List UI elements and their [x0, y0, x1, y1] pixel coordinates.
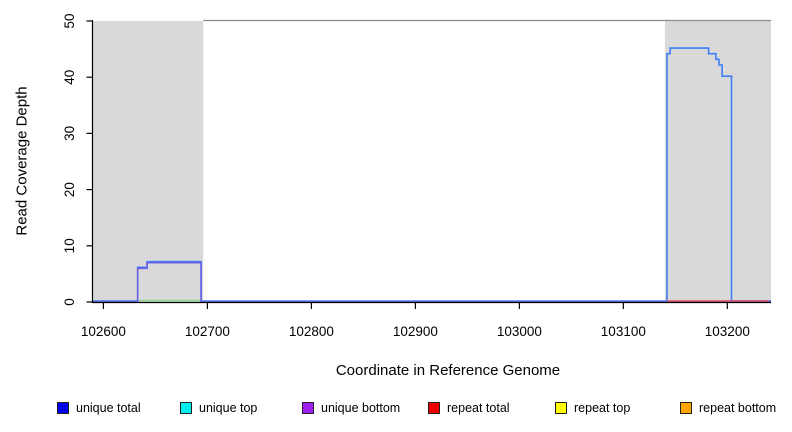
- legend-label: repeat top: [574, 401, 631, 415]
- legend-label: repeat total: [447, 401, 510, 415]
- y-tick-label: 30: [62, 126, 77, 141]
- legend-swatch-unique-top: [180, 402, 192, 414]
- y-tick-label: 10: [62, 238, 77, 253]
- legend-label: unique top: [199, 401, 258, 415]
- legend-item-repeat-total: repeat total: [428, 398, 510, 418]
- y-tick-label: 40: [62, 70, 77, 85]
- y-tick-label: 0: [62, 298, 77, 306]
- x-axis-title-text: Coordinate in Reference Genome: [335, 362, 561, 379]
- legend: unique total unique top unique bottom repea…: [0, 398, 792, 422]
- x-tick-label: 103200: [705, 324, 750, 339]
- y-tick-label: 20: [62, 182, 77, 197]
- legend-item-unique-total: unique total: [57, 398, 141, 418]
- legend-swatch-unique-total: [57, 402, 69, 414]
- legend-label: repeat bottom: [699, 401, 777, 415]
- legend-item-repeat-bottom: repeat bottom: [680, 398, 776, 418]
- legend-item-repeat-top: repeat top: [555, 398, 630, 418]
- x-tick-label: 103000: [497, 324, 542, 339]
- legend-item-unique-bottom: unique bottom: [302, 398, 400, 418]
- x-tick-label: 102900: [393, 324, 438, 339]
- y-tick-label: 50: [62, 13, 77, 28]
- x-tick-label: 102700: [185, 324, 230, 339]
- y-axis-title: Read Coverage Depth: [13, 86, 31, 236]
- legend-item-unique-top: unique top: [180, 398, 257, 418]
- legend-label: unique bottom: [321, 401, 401, 415]
- left-repeat-region: [93, 21, 204, 302]
- x-tick-label: 103100: [601, 324, 646, 339]
- legend-swatch-unique-bottom: [302, 402, 314, 414]
- legend-label: unique total: [76, 401, 141, 415]
- legend-swatch-repeat-bottom: [680, 402, 692, 414]
- x-tick-label: 102600: [81, 324, 126, 339]
- x-axis-title: Coordinate in Reference Genome: [0, 362, 792, 379]
- series-unique-bottom: [93, 261, 771, 303]
- right-repeat-region: [664, 21, 771, 302]
- legend-swatch-repeat-top: [555, 402, 567, 414]
- legend-swatch-repeat-total: [428, 402, 440, 414]
- x-tick-label: 102800: [289, 324, 334, 339]
